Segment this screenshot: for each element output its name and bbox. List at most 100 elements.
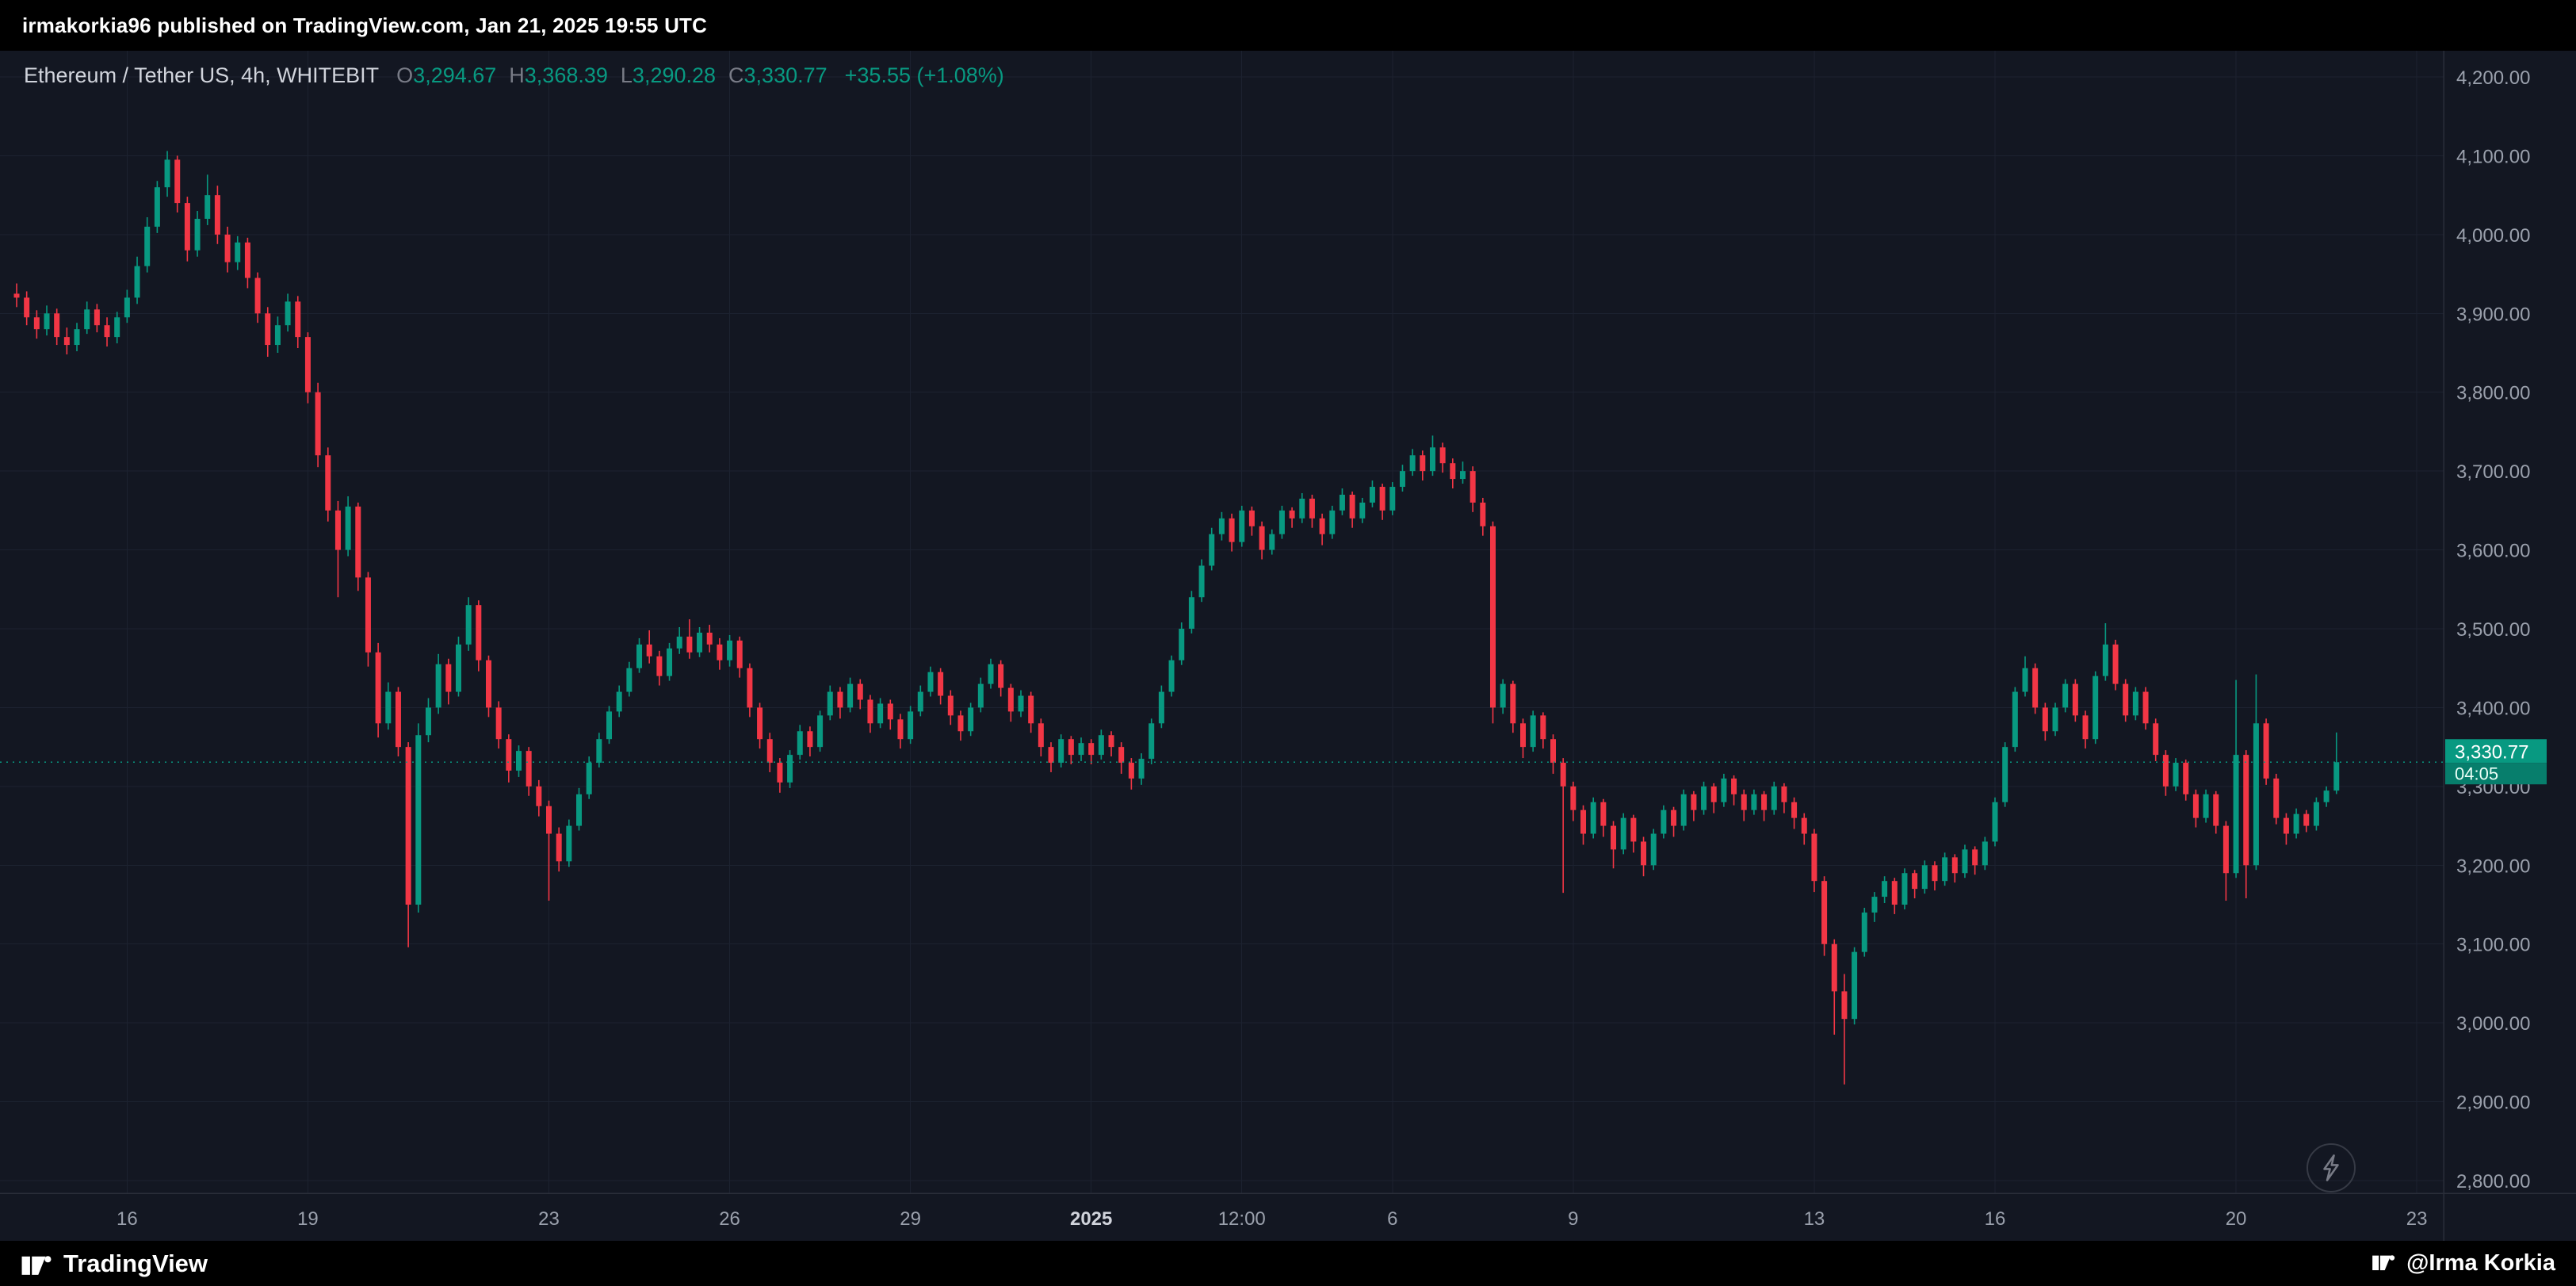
time-tick-label[interactable]: 9 <box>1568 1208 1578 1230</box>
countdown-text: 04:05 <box>2455 764 2498 783</box>
tradingview-brand-link[interactable]: TradingView <box>21 1250 208 1278</box>
candle-body <box>837 691 843 708</box>
candle-body <box>1248 510 1255 526</box>
candle-body <box>747 668 753 708</box>
candle-body <box>887 703 893 720</box>
countdown-badge <box>2445 763 2547 785</box>
candle-body <box>686 636 693 653</box>
author-attribution-link[interactable]: @Irma Korkia <box>2372 1250 2555 1276</box>
time-tick-label[interactable]: 23 <box>538 1208 560 1230</box>
candle-body <box>977 683 984 708</box>
price-tick-label[interactable]: 3,900.00 <box>2456 304 2530 325</box>
price-tick-label[interactable]: 3,500.00 <box>2456 619 2530 641</box>
candle-body <box>586 763 592 794</box>
tradingview-logo-icon <box>21 1255 52 1275</box>
price-tick-label[interactable]: 3,200.00 <box>2456 855 2530 877</box>
candle-body <box>1811 833 1817 882</box>
candle-body <box>2213 794 2219 826</box>
candle-body <box>345 506 351 550</box>
candle-body <box>334 510 341 550</box>
candle-body <box>2303 813 2310 826</box>
candle-body <box>295 301 301 338</box>
price-tick-label[interactable]: 2,900.00 <box>2456 1093 2530 1114</box>
time-tick-label[interactable]: 26 <box>719 1208 740 1230</box>
chart-surface[interactable]: 4,200.00 4,100.00 4,000.00 3,900.00 3,800.00… <box>0 51 2576 1241</box>
high-value: 3,368.39 <box>524 63 608 87</box>
price-tick-label[interactable]: 3,700.00 <box>2456 461 2530 483</box>
time-tick-label[interactable]: 16 <box>117 1208 138 1230</box>
candle-body <box>1871 897 1878 913</box>
time-tick-label[interactable]: 16 <box>1985 1208 2006 1230</box>
time-tick-label[interactable]: 13 <box>1804 1208 1825 1230</box>
price-tick-label[interactable]: 2,800.00 <box>2456 1171 2530 1192</box>
candle-body <box>1470 471 1476 503</box>
candle-body <box>224 234 231 262</box>
candle-body <box>1179 629 1185 660</box>
candle-body <box>947 695 954 716</box>
candle-body <box>415 735 422 905</box>
candle-body <box>1148 723 1155 760</box>
candle-body <box>988 664 994 684</box>
time-tick-label[interactable]: 29 <box>900 1208 921 1230</box>
candle-body <box>1852 951 1858 1020</box>
candle-body <box>877 703 884 724</box>
candle-body <box>1882 881 1888 898</box>
candle-body <box>2222 825 2229 874</box>
candle-body <box>1791 802 1798 818</box>
price-tick-label[interactable]: 3,800.00 <box>2456 383 2530 404</box>
candle-body <box>2052 707 2058 732</box>
time-tick-label[interactable]: 2025 <box>1070 1208 1112 1230</box>
candle-body <box>2012 691 2018 748</box>
time-tick-label[interactable]: 23 <box>2406 1208 2428 1230</box>
candle-body <box>1399 471 1405 488</box>
candle-body <box>1831 943 1837 992</box>
footer-bar: TradingView @Irma Korkia <box>0 1241 2576 1286</box>
candle-body <box>1218 518 1225 534</box>
price-tick-label[interactable]: 3,000.00 <box>2456 1013 2530 1035</box>
candle-body <box>2042 707 2048 732</box>
candle-body <box>2323 790 2329 802</box>
candle-body <box>33 317 40 330</box>
time-tick-label[interactable]: 12:00 <box>1218 1208 1266 1230</box>
candle-body <box>1500 683 1506 708</box>
candle-body <box>1329 510 1336 534</box>
candle-body <box>2273 778 2280 818</box>
price-tick-label[interactable]: 4,200.00 <box>2456 67 2530 89</box>
price-tick-label[interactable]: 3,400.00 <box>2456 698 2530 719</box>
candle-body <box>2082 715 2089 740</box>
candle-body <box>1439 447 1446 464</box>
candle-body <box>817 715 824 748</box>
candle-body <box>244 242 250 278</box>
candle-body <box>2203 794 2209 818</box>
candle-body <box>897 719 904 740</box>
price-tick-label[interactable]: 4,000.00 <box>2456 225 2530 247</box>
candle-body <box>405 747 411 905</box>
candle-body <box>727 640 733 660</box>
candle-body <box>506 739 512 771</box>
candle-body <box>1891 881 1898 905</box>
publish-line: irmakorkia96 published on TradingView.co… <box>22 13 708 37</box>
candle-body <box>495 707 502 740</box>
candle-body <box>84 309 90 330</box>
candle-body <box>636 644 643 668</box>
candle-body <box>1450 463 1456 480</box>
candle-body <box>2233 755 2239 874</box>
boost-button[interactable] <box>2307 1143 2356 1192</box>
time-tick-label[interactable]: 20 <box>2226 1208 2247 1230</box>
candle-body <box>1671 809 1677 826</box>
candle-body <box>1048 747 1054 764</box>
price-tick-label[interactable]: 4,100.00 <box>2456 146 2530 167</box>
time-tick-label[interactable]: 6 <box>1387 1208 1397 1230</box>
candle-body <box>2072 683 2078 716</box>
candle-body <box>556 833 562 862</box>
time-tick-label[interactable]: 19 <box>297 1208 319 1230</box>
candle-body <box>626 668 633 692</box>
candle-body <box>787 755 793 783</box>
symbol-title[interactable]: Ethereum / Tether US, 4h, WHITEBIT <box>24 63 380 87</box>
price-tick-label[interactable]: 3,100.00 <box>2456 935 2530 956</box>
candle-body <box>596 739 602 764</box>
candle-body <box>606 711 613 740</box>
candle-body <box>1480 502 1486 526</box>
price-tick-label[interactable]: 3,600.00 <box>2456 541 2530 562</box>
candle-body <box>1570 786 1577 810</box>
